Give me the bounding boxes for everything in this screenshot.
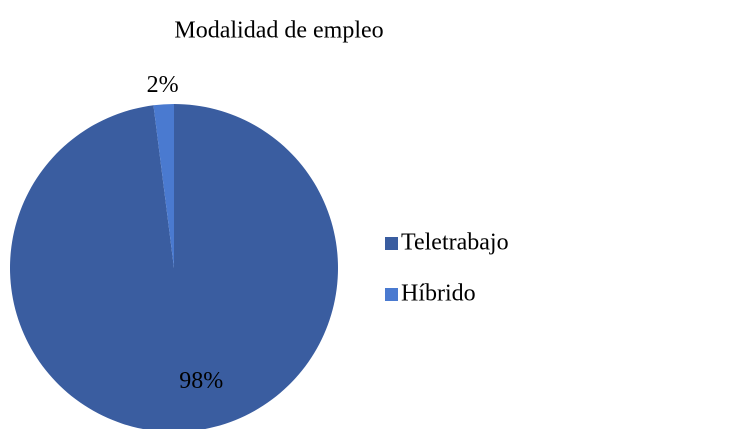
data-label: 98% (179, 368, 223, 394)
legend-label: Híbrido (401, 281, 476, 307)
legend-swatch (385, 288, 398, 301)
legend-swatch (385, 237, 398, 250)
legend-label: Teletrabajo (401, 230, 509, 256)
pie-slice (153, 104, 174, 268)
pie-slice (10, 104, 338, 429)
data-label: 2% (147, 72, 179, 98)
chart-title: Modalidad de empleo (174, 18, 383, 44)
